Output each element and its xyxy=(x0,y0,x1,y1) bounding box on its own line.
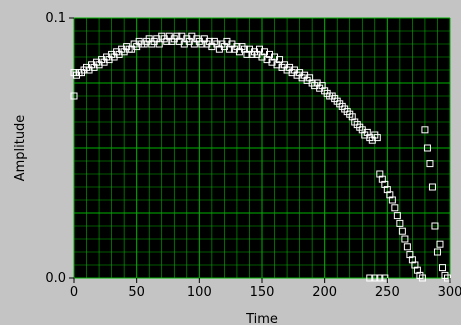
data-point xyxy=(396,219,404,227)
data-point xyxy=(426,160,434,168)
x-tick-label: 300 xyxy=(438,285,461,300)
data-point xyxy=(371,274,379,282)
data-point xyxy=(398,227,406,235)
data-point xyxy=(436,240,444,248)
data-point xyxy=(418,274,426,282)
data-point xyxy=(276,56,284,64)
data-point xyxy=(366,274,374,282)
y-tick-label: 0.1 xyxy=(45,11,66,26)
data-point xyxy=(403,243,411,251)
data-point xyxy=(70,92,78,100)
x-tick-label: 200 xyxy=(312,285,337,300)
tick-labels: 0 50 100 150 200 250 300 0.0 0.1 xyxy=(45,11,461,300)
x-tick-label: 150 xyxy=(250,285,275,300)
data-point xyxy=(401,235,409,243)
x-tick-label: 250 xyxy=(375,285,400,300)
data-point xyxy=(376,274,384,282)
data-point xyxy=(421,126,429,134)
data-point xyxy=(428,183,436,191)
scatter-series xyxy=(70,32,451,282)
data-point xyxy=(391,204,399,212)
data-point xyxy=(433,248,441,256)
x-tick-label: 50 xyxy=(128,285,145,300)
data-point xyxy=(438,264,446,272)
x-tick-label: 0 xyxy=(70,285,78,300)
tick-marks xyxy=(69,17,451,283)
data-point xyxy=(393,212,401,220)
grid xyxy=(73,17,451,279)
data-point xyxy=(388,196,396,204)
data-point xyxy=(373,134,381,142)
y-tick-label: 0.0 xyxy=(45,271,66,286)
y-axis-label: Amplitude xyxy=(13,115,28,182)
x-tick-label: 100 xyxy=(187,285,212,300)
data-point xyxy=(423,144,431,152)
data-point xyxy=(155,40,163,48)
x-axis-label: Time xyxy=(245,312,278,325)
data-point xyxy=(431,222,439,230)
